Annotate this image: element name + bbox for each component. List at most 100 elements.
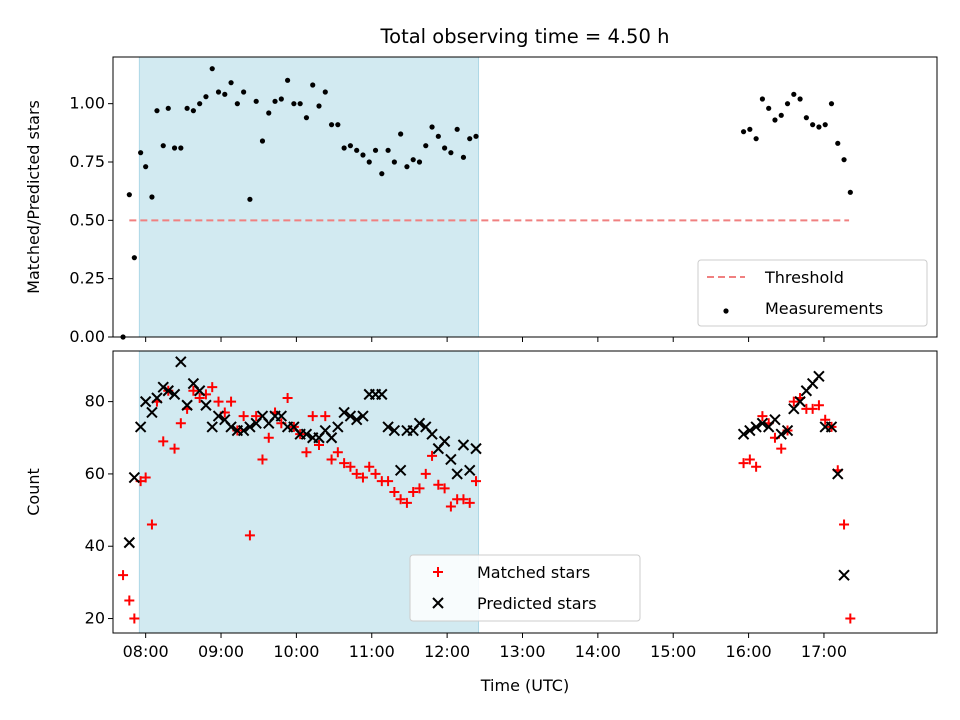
x-tick-label: 17:00 xyxy=(801,642,847,661)
predicted-star-point xyxy=(206,421,218,433)
y-tick-label: 20 xyxy=(85,609,105,628)
measurement-point xyxy=(404,164,410,170)
measurement-point xyxy=(297,101,303,107)
y-axis-label: Count xyxy=(24,468,43,516)
legend-label: Measurements xyxy=(765,299,883,318)
measurement-point xyxy=(184,105,190,111)
measurement-point xyxy=(366,159,372,165)
measurement-point xyxy=(131,255,137,261)
measurement-point xyxy=(310,82,316,88)
legend-label: Threshold xyxy=(764,268,844,287)
predicted-star-point xyxy=(744,424,756,437)
predicted-star-point xyxy=(781,424,794,437)
x-axis-label: Time (UTC) xyxy=(480,676,569,695)
matched-star-point xyxy=(364,461,375,472)
matched-star-point xyxy=(401,497,412,508)
matched-star-point xyxy=(464,497,475,508)
matched-star-point xyxy=(332,447,343,458)
matched-star-point xyxy=(757,411,768,422)
predicted-star-point xyxy=(382,421,394,433)
measurement-point xyxy=(429,124,435,130)
predicted-star-point xyxy=(162,385,174,397)
measurement-point xyxy=(154,108,160,114)
measurement-point xyxy=(740,129,747,135)
predicted-star-point xyxy=(275,410,288,422)
measurement-point xyxy=(772,117,778,123)
matched-star-point xyxy=(788,396,799,407)
matched-star-point xyxy=(395,494,406,505)
predicted-star-point xyxy=(775,428,787,440)
matched-star-point xyxy=(244,530,255,541)
matched-star-point xyxy=(744,454,755,465)
y-tick-label: 80 xyxy=(85,392,105,411)
predicted-star-point xyxy=(357,410,369,422)
predicted-star-point xyxy=(338,406,350,419)
matched-star-point xyxy=(776,443,787,454)
measurement-point xyxy=(791,91,797,97)
matched-star-point xyxy=(140,472,151,483)
legend-box xyxy=(697,259,928,327)
matched-star-point xyxy=(345,461,356,472)
predicted-star-point xyxy=(825,421,838,433)
measurement-point xyxy=(215,89,222,95)
matched-star-point xyxy=(213,396,224,407)
measurement-point xyxy=(435,133,441,139)
measurement-point xyxy=(178,145,184,151)
legend-measurements-swatch xyxy=(723,308,729,314)
predicted-star-point xyxy=(168,388,181,401)
panel-1 xyxy=(108,56,938,342)
predicted-star-point xyxy=(200,399,212,411)
predicted-star-point xyxy=(300,428,313,440)
measurement-point xyxy=(460,154,467,160)
predicted-star-point xyxy=(151,392,163,404)
matched-star-point xyxy=(129,613,140,624)
measurement-point xyxy=(259,138,266,144)
measurement-point xyxy=(360,152,366,158)
measurement-point xyxy=(766,105,772,111)
x-tick-label: 11:00 xyxy=(349,642,395,661)
matched-star-point xyxy=(820,414,831,425)
measurement-point xyxy=(138,150,144,156)
matched-star-point xyxy=(251,411,262,422)
matched-star-point xyxy=(439,483,450,494)
matched-star-point xyxy=(813,400,824,411)
measurement-point xyxy=(416,159,423,165)
matched-star-point xyxy=(839,519,850,530)
measurement-point xyxy=(347,143,354,149)
y-tick-label: 0.50 xyxy=(69,210,105,229)
x-tick-label: 13:00 xyxy=(499,642,545,661)
x-tick-label: 12:00 xyxy=(424,642,470,661)
matched-star-point xyxy=(751,461,762,472)
measurement-point xyxy=(448,150,454,156)
predicted-star-point xyxy=(193,385,206,397)
matched-star-point xyxy=(408,487,419,497)
predicted-star-point xyxy=(464,464,476,477)
matched-star-point xyxy=(169,443,180,454)
predicted-star-point xyxy=(212,410,225,422)
measurement-point xyxy=(126,192,132,198)
predicted-star-point xyxy=(237,424,250,437)
matched-star-point xyxy=(320,411,331,422)
matched-star-point xyxy=(263,432,274,443)
y-tick-label: 0.75 xyxy=(69,152,105,171)
measurement-point xyxy=(247,196,253,202)
measurement-point xyxy=(354,147,360,153)
measurement-point xyxy=(473,133,479,139)
measurement-point xyxy=(391,159,397,165)
matched-star-point xyxy=(326,454,337,465)
predicted-star-point xyxy=(325,432,338,444)
matched-star-point xyxy=(314,440,324,450)
measurement-point xyxy=(467,136,473,142)
predicted-star-point xyxy=(175,356,187,368)
measurement-point xyxy=(272,98,278,104)
matched-star-point xyxy=(158,436,169,447)
y-tick-label: 60 xyxy=(85,464,105,483)
predicted-star-point xyxy=(470,442,482,455)
measurement-point xyxy=(784,101,791,107)
matched-star-point xyxy=(188,385,199,396)
predicted-star-point xyxy=(350,413,363,426)
predicted-star-point xyxy=(426,428,438,440)
measurement-point xyxy=(747,126,753,132)
predicted-star-point xyxy=(756,417,769,430)
